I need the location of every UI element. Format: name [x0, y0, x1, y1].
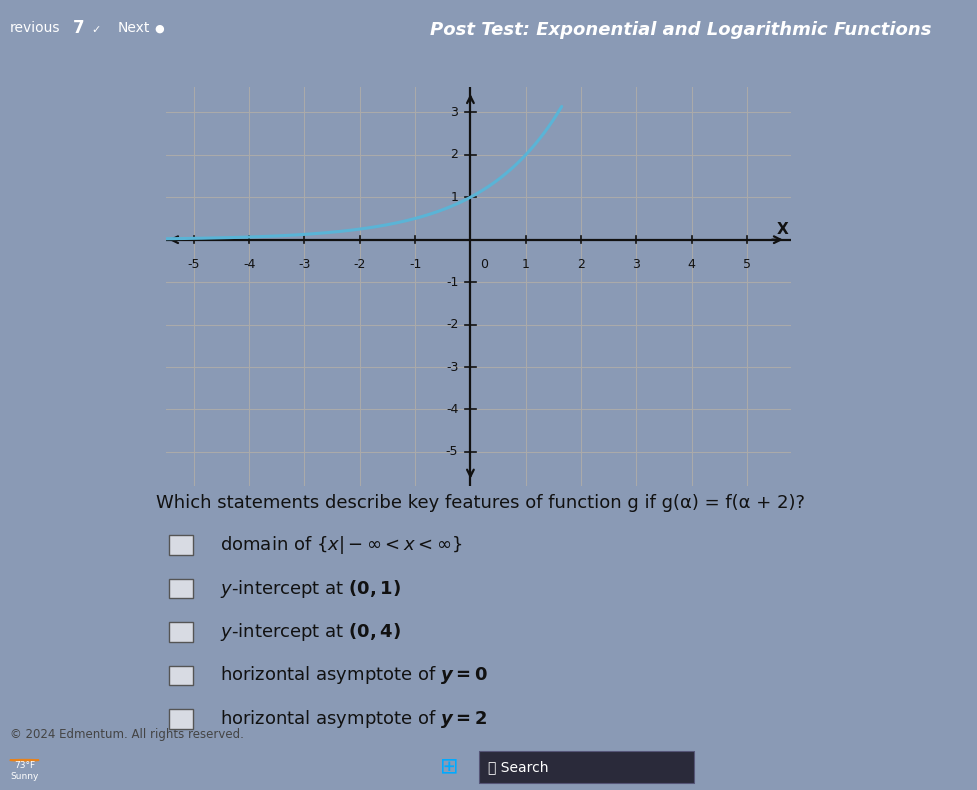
- Text: 1: 1: [522, 258, 530, 270]
- Text: 3: 3: [632, 258, 640, 270]
- Text: 🔍 Search: 🔍 Search: [488, 760, 549, 774]
- Text: 0: 0: [481, 258, 488, 270]
- Text: -1: -1: [446, 276, 458, 288]
- Text: Next: Next: [117, 21, 149, 36]
- Text: -4: -4: [243, 258, 255, 270]
- Text: domain of $\{x|-\infty < x < \infty\}$: domain of $\{x|-\infty < x < \infty\}$: [220, 534, 462, 556]
- Text: horizontal asymptote of $\boldsymbol{y = 2}$: horizontal asymptote of $\boldsymbol{y =…: [220, 708, 488, 730]
- Text: $y$-intercept at $\mathbf{(0, 1)}$: $y$-intercept at $\mathbf{(0, 1)}$: [220, 577, 401, 600]
- Text: X: X: [777, 221, 789, 236]
- Bar: [479, 751, 694, 783]
- Text: -2: -2: [354, 258, 366, 270]
- Text: © 2024 Edmentum. All rights reserved.: © 2024 Edmentum. All rights reserved.: [10, 728, 243, 741]
- Text: -5: -5: [446, 446, 458, 458]
- Text: -5: -5: [188, 258, 200, 270]
- Text: -3: -3: [298, 258, 311, 270]
- Text: ●: ●: [154, 23, 164, 33]
- Text: revious: revious: [10, 21, 61, 36]
- Text: $y$-intercept at $\mathbf{(0, 4)}$: $y$-intercept at $\mathbf{(0, 4)}$: [220, 621, 401, 643]
- Text: 7: 7: [73, 19, 85, 37]
- Text: Which statements describe key features of function g if g(α) = f(α + 2)?: Which statements describe key features o…: [156, 494, 805, 512]
- Text: 5: 5: [743, 258, 751, 270]
- Circle shape: [10, 759, 39, 761]
- Text: ⊞: ⊞: [440, 757, 459, 777]
- Text: -4: -4: [446, 403, 458, 416]
- Text: 3: 3: [450, 106, 458, 118]
- Text: 73°F
Sunny: 73°F Sunny: [10, 762, 39, 781]
- Text: -3: -3: [446, 360, 458, 374]
- Text: Post Test: Exponential and Logarithmic Functions: Post Test: Exponential and Logarithmic F…: [430, 21, 931, 39]
- Text: 2: 2: [577, 258, 585, 270]
- Text: 1: 1: [450, 190, 458, 204]
- Text: -1: -1: [409, 258, 421, 270]
- Text: ✓: ✓: [91, 24, 101, 35]
- Text: 2: 2: [450, 149, 458, 161]
- Text: 4: 4: [688, 258, 696, 270]
- Text: horizontal asymptote of $\boldsymbol{y = 0}$: horizontal asymptote of $\boldsymbol{y =…: [220, 664, 488, 687]
- Text: -2: -2: [446, 318, 458, 331]
